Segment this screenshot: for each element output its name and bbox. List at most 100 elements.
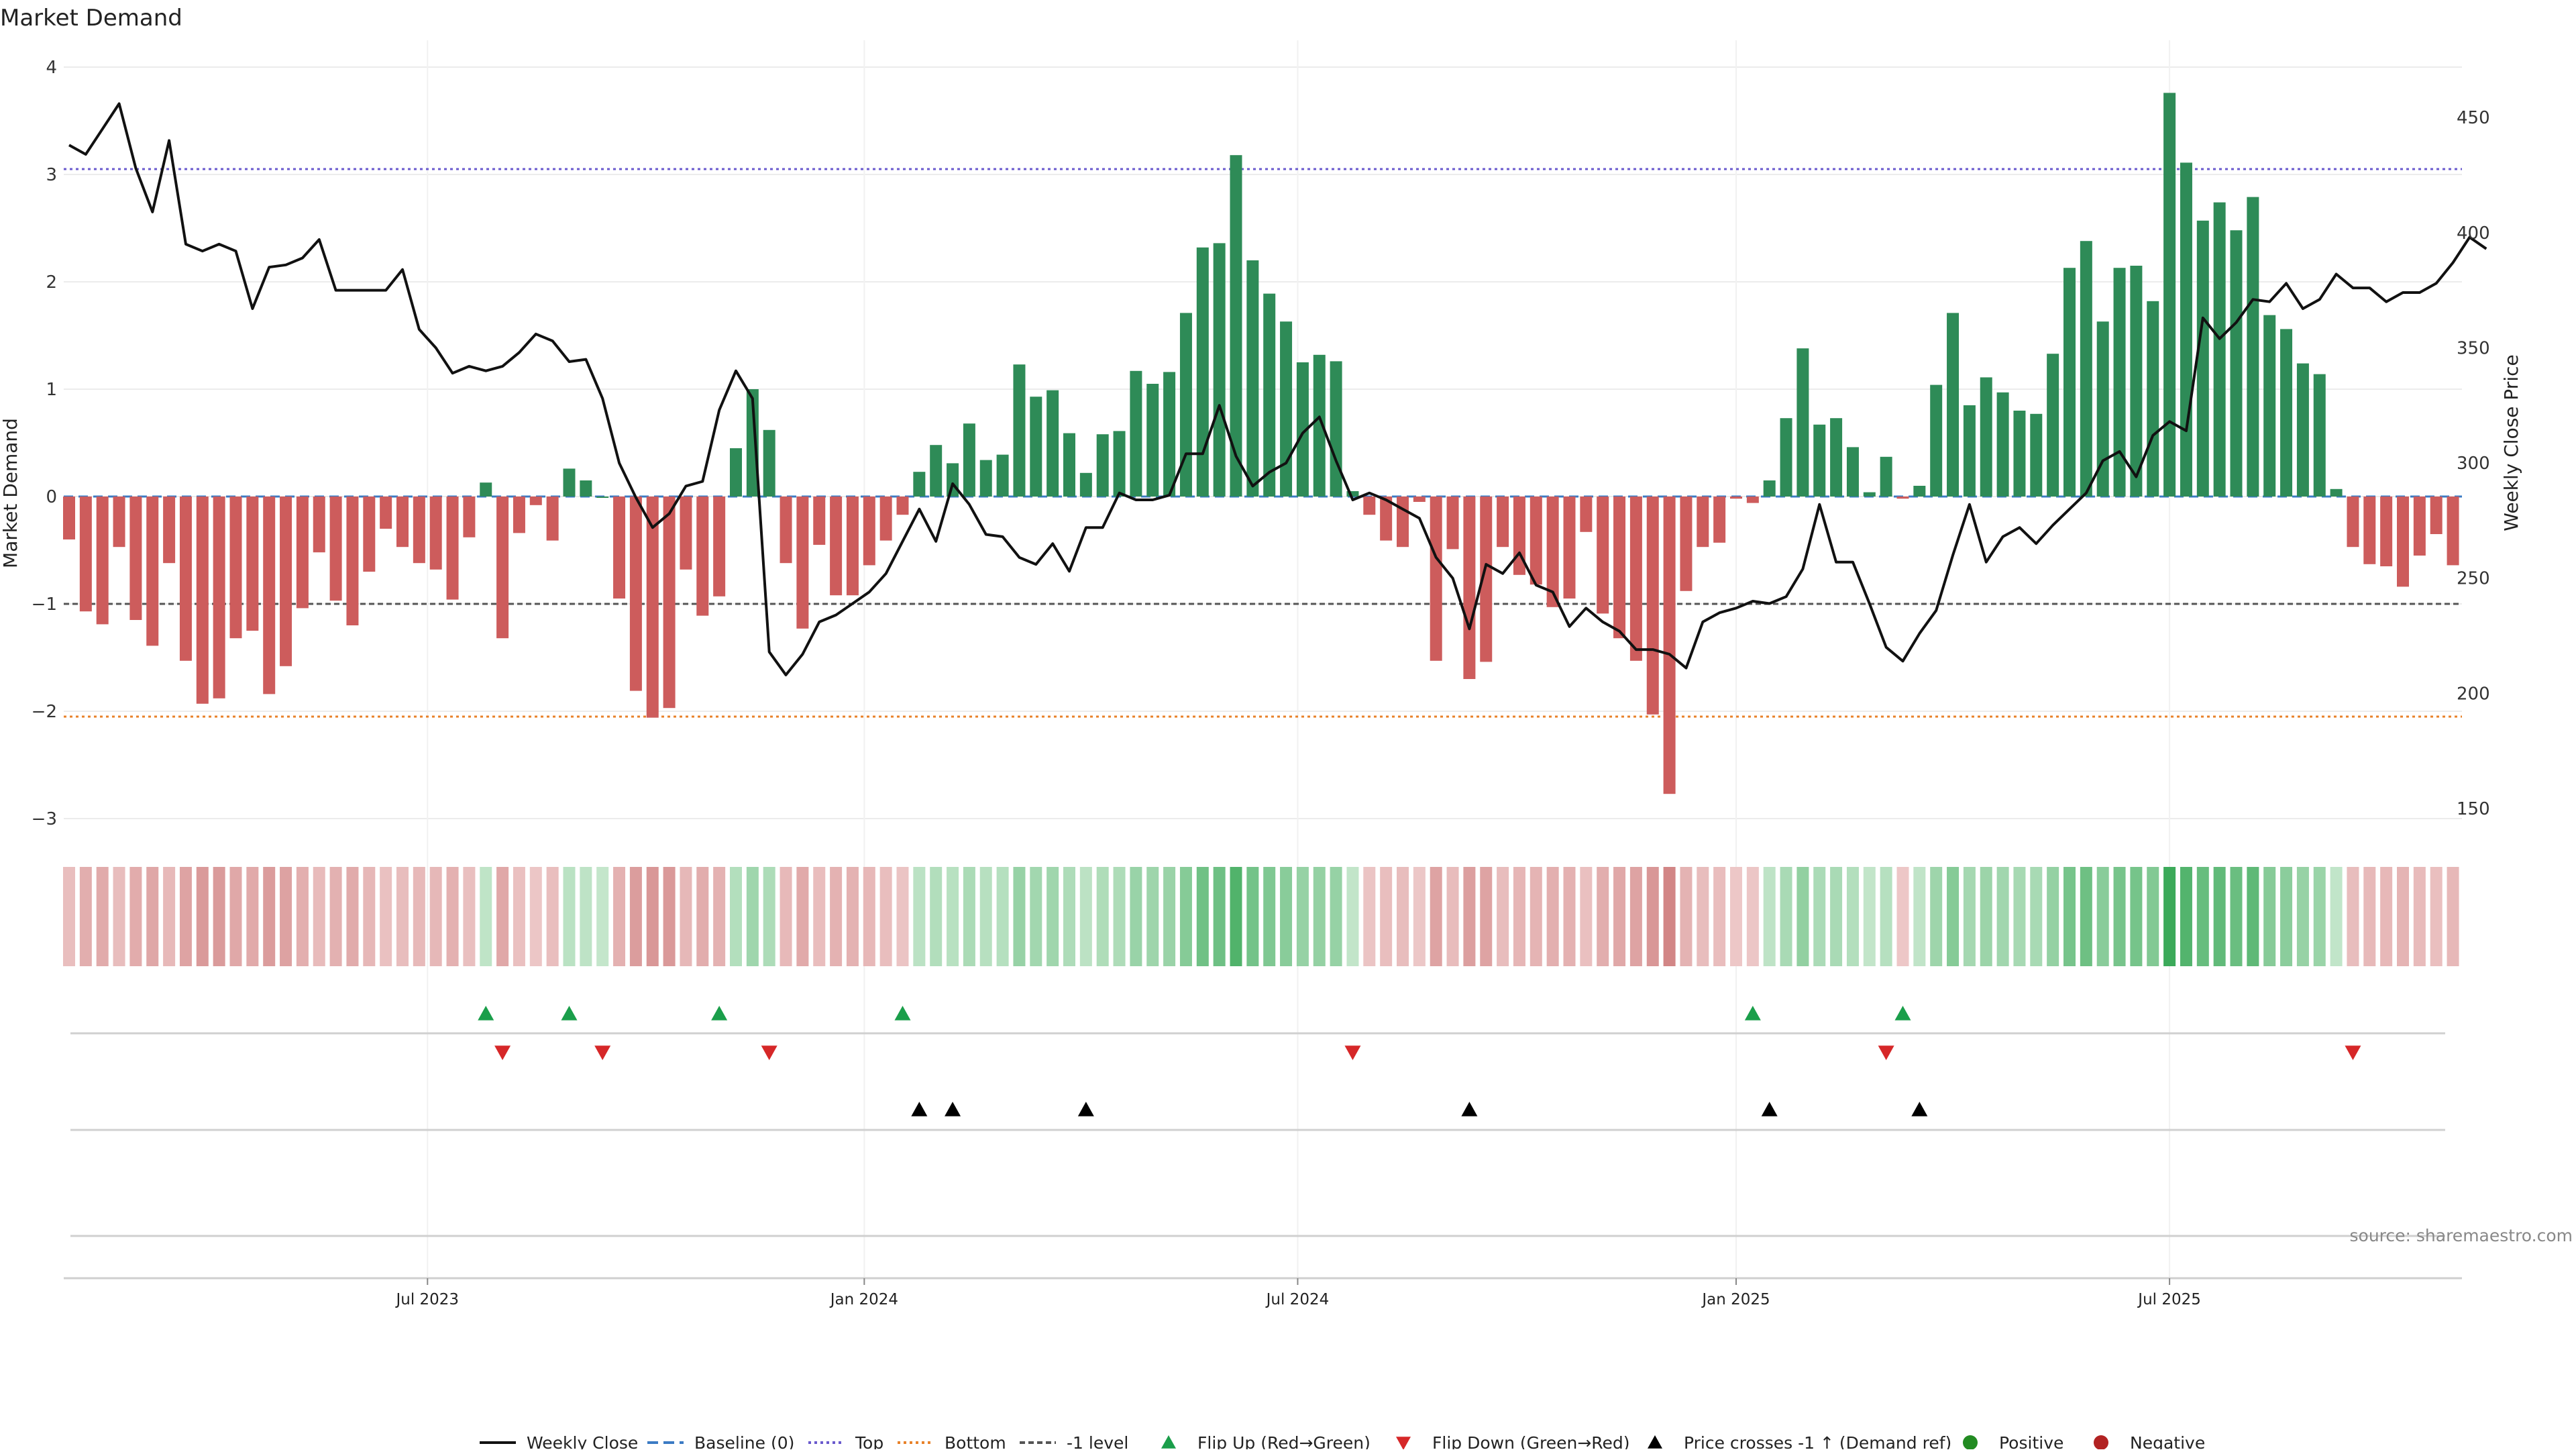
heat-cell: [2063, 867, 2076, 966]
heat-cell: [129, 867, 142, 966]
flip-up-marker: [1744, 1006, 1761, 1021]
heat-cell: [1580, 867, 1593, 966]
demand-bar: [979, 460, 992, 497]
demand-bar: [1763, 480, 1776, 497]
demand-bar: [1980, 377, 1992, 497]
y-right-tick-label: 350: [2457, 338, 2490, 358]
heat-cell: [1546, 867, 1559, 966]
demand-bar: [1213, 243, 1226, 497]
flip-down-marker: [1344, 1045, 1361, 1060]
legend-label: Top: [855, 1433, 883, 1449]
heat-cell: [196, 867, 209, 966]
heat-cell: [896, 867, 909, 966]
demand-bar: [163, 497, 176, 564]
heat-cell: [1613, 867, 1626, 966]
demand-bar: [1030, 397, 1042, 497]
heat-cell: [2430, 867, 2443, 966]
heat-cell: [2180, 867, 2192, 966]
demand-bar: [280, 497, 292, 666]
legend-item: -1 level: [1020, 1433, 1128, 1452]
heat-cell: [1697, 867, 1709, 966]
heat-cell: [563, 867, 576, 966]
heat-cell: [513, 867, 525, 966]
heat-cell: [1246, 867, 1259, 966]
demand-bar: [1280, 321, 1293, 497]
heat-cell: [1713, 867, 1726, 966]
demand-bar: [1380, 497, 1393, 541]
x-tick-label: Jan 2025: [1701, 1291, 1770, 1308]
demand-bar: [1680, 497, 1693, 591]
heat-cell: [2313, 867, 2326, 966]
demand-bar: [113, 497, 125, 548]
heat-cell: [429, 867, 442, 966]
demand-bar: [696, 497, 709, 616]
heat-cell: [2296, 867, 2309, 966]
heat-cell: [1813, 867, 1826, 966]
demand-bar: [629, 497, 642, 691]
heat-cell: [2147, 867, 2159, 966]
demand-bar: [2180, 162, 2192, 497]
legend-label: Bottom: [945, 1433, 1006, 1449]
heat-cell: [2230, 867, 2243, 966]
demand-bar: [863, 497, 875, 566]
heat-cell: [1397, 867, 1409, 966]
demand-bar: [380, 497, 392, 529]
heat-cell: [1413, 867, 1426, 966]
heat-cell: [1497, 867, 1509, 966]
y-left-tick-label: −1: [32, 594, 57, 615]
flip-up-marker: [561, 1006, 578, 1021]
demand-bar: [1179, 313, 1192, 497]
heat-cell: [930, 867, 943, 966]
heat-cell: [1430, 867, 1442, 966]
demand-bar: [1497, 497, 1509, 548]
heat-cell: [329, 867, 342, 966]
demand-bar: [2163, 93, 2176, 497]
heat-cell: [813, 867, 826, 966]
heat-cell: [2080, 867, 2092, 966]
heat-cell: [996, 867, 1009, 966]
demand-bar: [446, 497, 459, 600]
heat-cell: [746, 867, 759, 966]
heat-cell: [280, 867, 292, 966]
demand-bar: [2013, 411, 2026, 497]
demand-bar: [96, 497, 109, 625]
flip-up-marker: [478, 1006, 494, 1021]
y-axis-left-label: Market Demand: [0, 418, 21, 568]
demand-bar: [2263, 315, 2276, 497]
demand-bar: [1313, 354, 1326, 497]
heat-cell: [596, 867, 609, 966]
x-tick-label: Jan 2024: [829, 1291, 898, 1308]
y-left-tick-label: 2: [46, 272, 57, 293]
demand-bar: [513, 497, 525, 533]
demand-bar: [596, 497, 609, 498]
demand-bar: [1529, 497, 1542, 585]
heat-cell: [1130, 867, 1142, 966]
heat-cell: [146, 867, 159, 966]
demand-bar: [1346, 491, 1359, 497]
heat-cell: [1280, 867, 1293, 966]
heat-cell: [963, 867, 975, 966]
heat-cell: [1096, 867, 1109, 966]
y-axis-right-label: Weekly Close Price: [2500, 354, 2522, 531]
demand-bar: [79, 497, 92, 612]
x-tick-label: Jul 2023: [394, 1291, 459, 1308]
heat-cell: [629, 867, 642, 966]
heat-cell: [1013, 867, 1026, 966]
heat-cell: [1030, 867, 1042, 966]
heat-cell: [1947, 867, 1960, 966]
legend-item: Positive: [1963, 1433, 2063, 1452]
legend-item: Weekly Close: [480, 1433, 638, 1452]
demand-bar: [1697, 497, 1709, 548]
flip-down-marker: [761, 1045, 777, 1060]
legend-swatch: [1648, 1435, 1662, 1449]
demand-bar: [780, 497, 792, 564]
source-note: source: sharemaestro.com: [2350, 1226, 2573, 1245]
weekly-close-line: [68, 102, 2487, 676]
demand-bar: [1096, 434, 1109, 497]
legend-label: Price crosses -1 ↑ (Demand ref): [1684, 1433, 1951, 1449]
demand-bar: [646, 497, 659, 718]
y-left-tick-label: 3: [46, 165, 57, 185]
heat-cell: [446, 867, 459, 966]
heat-cell: [313, 867, 325, 966]
